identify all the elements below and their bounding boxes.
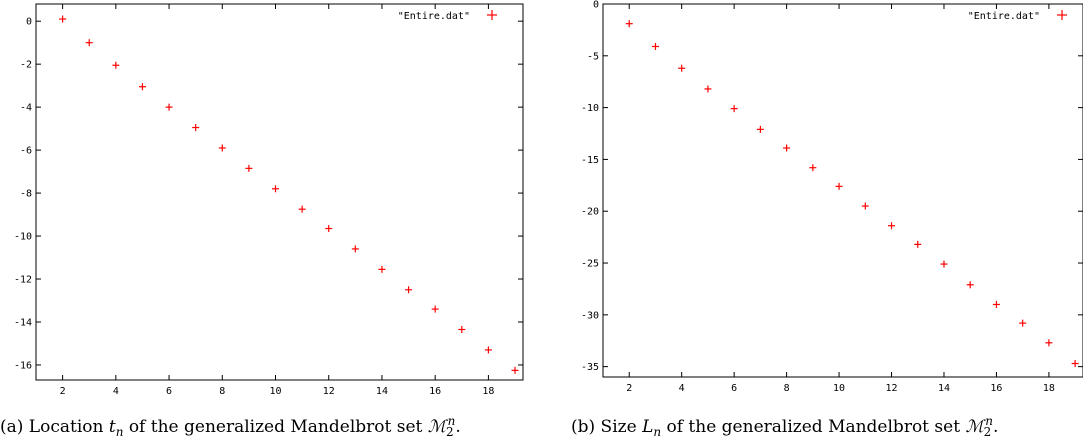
legend-marker-b: [1057, 10, 1067, 20]
x-tick-label: 18: [1043, 383, 1055, 394]
data-point: [625, 20, 633, 28]
data-point: [678, 64, 686, 72]
data-point: [165, 103, 173, 111]
y-tick-label: -16: [14, 360, 32, 371]
legend-label-a: "Entire.dat": [398, 11, 470, 22]
data-point: [861, 202, 869, 210]
x-tick-labels-a: 2 4 6 8 10 12 14 16 18: [60, 386, 495, 397]
y-tick-label: -20: [581, 207, 599, 218]
x-tick-label: 14: [938, 383, 950, 394]
caption-b: (b) Size Ln of the generalized Mandelbro…: [571, 414, 998, 439]
y-tick-label: 0: [26, 17, 32, 28]
y-tick-label: -6: [20, 146, 32, 157]
x-tick-label: 6: [731, 383, 737, 394]
x-tick-label: 2: [626, 383, 632, 394]
data-point: [1019, 319, 1027, 327]
chart-a: 0 -2 -4 -6 -8 -10 -12 -14 -16 2 4 6 8 10 12 14 16 18 "En…: [0, 3, 524, 439]
data-point: [59, 15, 67, 23]
data-point: [835, 182, 843, 190]
data-point: [112, 61, 120, 69]
data-point: [783, 144, 791, 152]
data-point: [192, 124, 200, 132]
data-point: [138, 83, 146, 91]
y-tick-label: -8: [20, 189, 32, 200]
x-tick-label: 8: [784, 383, 790, 394]
data-point: [651, 42, 659, 50]
data-point: [511, 366, 519, 374]
x-tick-label: 18: [482, 386, 494, 397]
y-tick-label: -5: [587, 51, 599, 62]
tick-marks-a: [36, 4, 523, 380]
legend-marker-a: [487, 10, 497, 20]
data-point: [1071, 360, 1079, 368]
x-tick-label: 8: [219, 386, 225, 397]
y-tick-label: -25: [581, 259, 599, 270]
x-tick-label: 14: [376, 386, 388, 397]
x-tick-label: 12: [886, 383, 898, 394]
y-tick-label: -30: [581, 310, 599, 321]
data-point: [756, 125, 764, 133]
data-point: [966, 281, 974, 289]
y-tick-labels-b: 0 -5 -10 -15 -20 -25 -30 -35: [581, 0, 599, 373]
y-tick-label: -10: [14, 232, 32, 243]
x-tick-label: 6: [166, 386, 172, 397]
data-point: [809, 164, 817, 172]
data-point: [351, 245, 359, 253]
x-tick-label: 4: [679, 383, 685, 394]
data-points-a: [59, 15, 519, 374]
data-point: [378, 265, 386, 273]
x-tick-label: 12: [323, 386, 335, 397]
plot-frame-a: [35, 3, 524, 381]
data-point: [704, 85, 712, 93]
x-tick-label: 4: [113, 386, 119, 397]
plot-frame-b: [602, 3, 1083, 378]
y-tick-label: 0: [593, 0, 599, 11]
y-tick-label: -14: [14, 317, 32, 328]
data-point: [85, 39, 93, 47]
y-tick-label: -15: [581, 155, 599, 166]
data-point: [218, 144, 226, 152]
data-point: [298, 205, 306, 213]
data-point: [484, 346, 492, 354]
data-point: [325, 225, 333, 233]
y-tick-label: -35: [581, 362, 599, 373]
caption-a: (a) Location tn of the generalized Mande…: [0, 414, 461, 439]
tick-marks-b: [603, 3, 1083, 377]
x-tick-label: 16: [990, 383, 1002, 394]
data-point: [458, 326, 466, 334]
data-point: [888, 222, 896, 230]
x-tick-label: 10: [269, 386, 281, 397]
x-tick-label: 2: [60, 386, 66, 397]
data-point: [431, 305, 439, 313]
legend-label-b: "Entire.dat": [968, 11, 1040, 22]
y-tick-label: -10: [581, 103, 599, 114]
data-point: [940, 260, 948, 268]
y-tick-label: -4: [20, 103, 32, 114]
x-tick-label: 16: [429, 386, 441, 397]
x-tick-labels-b: 2 4 6 8 10 12 14 16 18: [626, 383, 1055, 394]
data-point: [992, 300, 1000, 308]
data-point: [730, 105, 738, 113]
chart-b: 0 -5 -10 -15 -20 -25 -30 -35 2 4 6 8 10 12 14 16 18 "En…: [571, 0, 1083, 439]
y-tick-labels-a: 0 -2 -4 -6 -8 -10 -12 -14 -16: [14, 17, 32, 372]
data-points-b: [625, 20, 1079, 368]
y-tick-label: -12: [14, 275, 32, 286]
x-tick-label: 10: [833, 383, 845, 394]
data-point: [914, 240, 922, 248]
data-point: [245, 164, 253, 172]
data-point: [405, 286, 413, 294]
data-point: [272, 185, 280, 193]
data-point: [1045, 339, 1053, 347]
y-tick-label: -2: [20, 60, 32, 71]
